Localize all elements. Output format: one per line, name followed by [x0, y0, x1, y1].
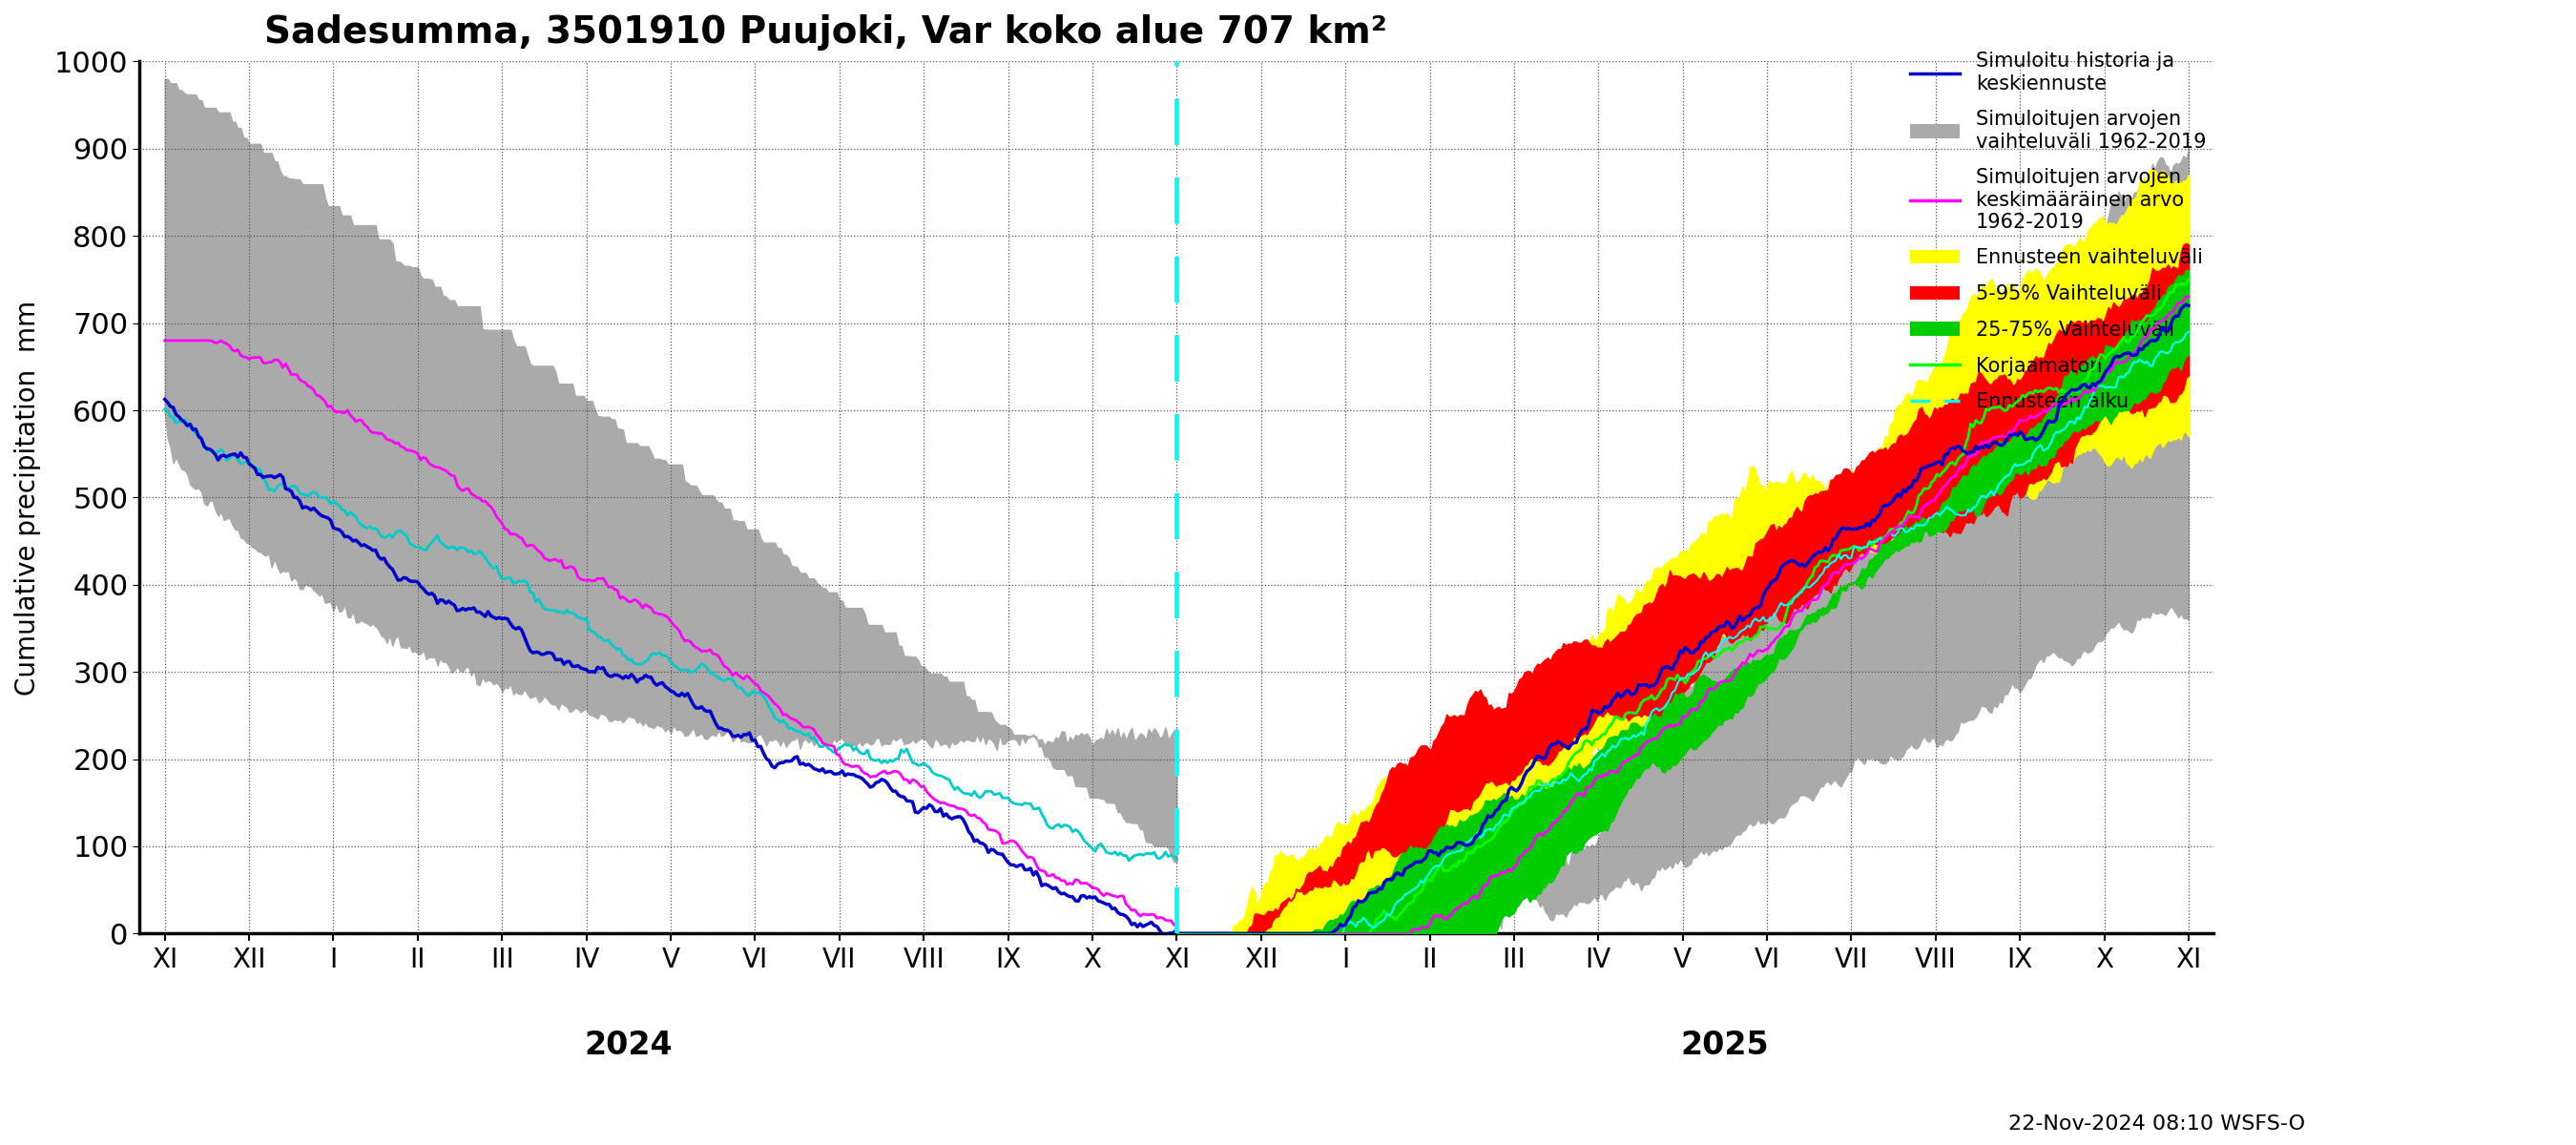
Text: 22-Nov-2024 08:10 WSFS-O: 22-Nov-2024 08:10 WSFS-O: [2009, 1114, 2306, 1134]
Legend: Simuloitu historia ja
keskiennuste, Simuloitujen arvojen
vaihteluväli 1962-2019,: Simuloitu historia ja keskiennuste, Simu…: [1901, 44, 2213, 419]
Text: 2024: 2024: [585, 1029, 672, 1061]
Text: Sadesumma, 3501910 Puujoki, Var koko alue 707 km²: Sadesumma, 3501910 Puujoki, Var koko alu…: [263, 14, 1386, 50]
Y-axis label: Cumulative precipitation  mm: Cumulative precipitation mm: [15, 300, 41, 695]
Text: 2025: 2025: [1680, 1029, 1770, 1061]
